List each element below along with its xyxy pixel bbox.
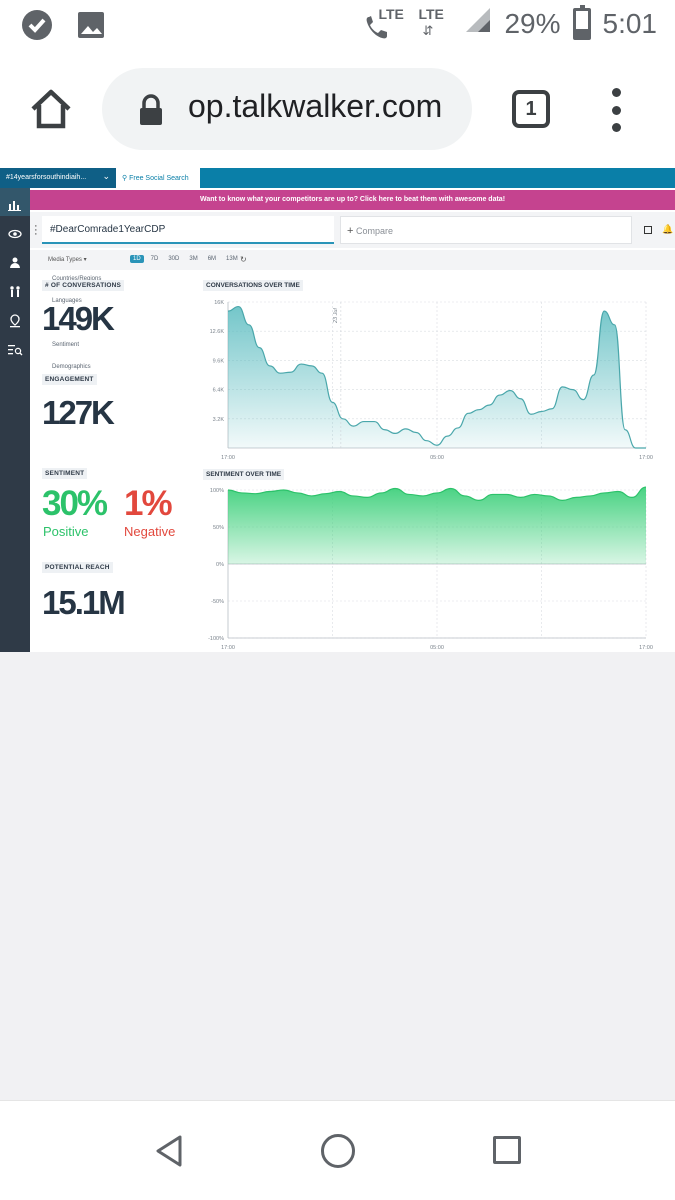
back-icon[interactable] xyxy=(152,1133,188,1169)
compare-input[interactable]: + Compare xyxy=(340,216,632,244)
period-7d[interactable]: 7D xyxy=(150,256,159,262)
negative-label: Negative xyxy=(124,524,176,539)
status-bar: LTE LTE ⇵ 29% 5:01 xyxy=(0,0,675,52)
period-1d[interactable]: 1D xyxy=(130,255,144,263)
home-icon[interactable] xyxy=(26,84,76,134)
menu-dots-icon[interactable] xyxy=(606,88,626,132)
conversations-label: # OF CONVERSATIONS xyxy=(42,280,125,291)
period-13m[interactable]: 13M xyxy=(226,256,238,262)
y-tick-label: -100% xyxy=(208,636,224,642)
sentiment-chart-title: SENTIMENT OVER TIME xyxy=(203,469,285,480)
positive-label: Positive xyxy=(43,524,89,539)
eye-icon[interactable] xyxy=(7,226,23,242)
influencer-icon[interactable] xyxy=(7,255,23,271)
negative-value: 1% xyxy=(124,484,173,523)
reach-value: 15.1M xyxy=(42,584,126,621)
period-30d[interactable]: 30D xyxy=(168,256,180,262)
talkwalker-page: #14yearsforsouthindiaih... ⌄ ⚲ Free Soci… xyxy=(0,168,675,652)
menu-countries[interactable]: Countries/Regions xyxy=(52,276,102,282)
home-circle-icon[interactable] xyxy=(321,1134,355,1168)
search-list-icon[interactable] xyxy=(7,342,23,358)
dashboard-main: Countries/Regions Languages Sentiment De… xyxy=(30,270,675,652)
engagement-label: ENGAGEMENT xyxy=(42,374,97,385)
menu-demographics[interactable]: Demographics xyxy=(52,364,91,370)
map-pin-icon[interactable] xyxy=(7,313,23,329)
battery-percent: 29% xyxy=(504,7,561,39)
y-tick-label: 6.4K xyxy=(213,388,225,394)
project-tab-label: #14yearsforsouthindiaih... xyxy=(6,174,87,181)
bell-icon[interactable]: 🔔 xyxy=(662,224,674,234)
caret-down-icon: ▾ xyxy=(83,257,87,263)
y-tick-label: 3.2K xyxy=(213,417,225,423)
image-icon xyxy=(74,8,108,42)
sentiment-label: SENTIMENT xyxy=(42,468,88,479)
x-tick-label: 17:00 xyxy=(639,645,653,651)
conversations-chart-title: CONVERSATIONS OVER TIME xyxy=(203,280,303,291)
y-tick-label: 16K xyxy=(214,300,224,306)
project-tab[interactable]: #14yearsforsouthindiaih... ⌄ xyxy=(0,168,116,188)
chevron-down-icon[interactable]: ⌄ xyxy=(102,171,110,181)
options-dots-icon[interactable]: · · · xyxy=(34,220,38,240)
y-tick-label: -50% xyxy=(211,599,224,605)
x-tick-label: 05:00 xyxy=(430,455,444,461)
left-navigation-rail xyxy=(0,188,30,652)
menu-languages[interactable]: Languages xyxy=(52,298,82,304)
menu-sentiment[interactable]: Sentiment xyxy=(52,342,80,348)
period-selector: 1D 7D 30D 3M 6M 13M xyxy=(130,255,241,263)
clock: 5:01 xyxy=(602,7,658,39)
y-tick-label: 12.6K xyxy=(210,329,225,335)
url-text: op.talkwalker.com xyxy=(188,88,443,124)
browser-toolbar: op.talkwalker.com 1 xyxy=(0,52,675,168)
series-line xyxy=(227,486,647,501)
free-social-search-tab[interactable]: ⚲ Free Social Search xyxy=(116,168,200,188)
battery-icon xyxy=(572,4,591,40)
y-tick-label: 50% xyxy=(213,525,224,531)
shield-check-icon xyxy=(20,8,54,42)
project-tab-strip: #14yearsforsouthindiaih... ⌄ ⚲ Free Soci… xyxy=(0,168,675,188)
compare-placeholder: Compare xyxy=(355,226,393,236)
y-tick-label: 0% xyxy=(216,562,224,568)
series-line xyxy=(227,305,646,449)
signal-icon xyxy=(464,6,492,41)
media-types-label: Media Types xyxy=(48,257,82,263)
reach-label: POTENTIAL REACH xyxy=(42,562,113,573)
save-icon[interactable] xyxy=(644,226,652,234)
lte-label-2: LTE xyxy=(418,5,444,22)
date-annotation: 23 Jul xyxy=(333,308,339,324)
lock-icon xyxy=(138,94,164,126)
engagement-value: 127K xyxy=(42,394,115,431)
y-tick-label: 9.6K xyxy=(213,358,225,364)
period-6m[interactable]: 6M xyxy=(207,256,217,262)
period-3m[interactable]: 3M xyxy=(189,256,198,262)
x-tick-label: 17:00 xyxy=(221,645,235,651)
x-tick-label: 05:00 xyxy=(430,645,444,651)
conversations-value: 149K xyxy=(42,300,115,337)
search-icon: ⚲ xyxy=(122,175,128,182)
lte-label: LTE xyxy=(378,5,404,22)
sentiment-chart: 100% 50% 0% -50% -100% 17:00 05:00 17:00 xyxy=(208,486,653,651)
media-types-dropdown[interactable]: Media Types ▾ xyxy=(48,256,87,263)
free-search-tab-label: Free Social Search xyxy=(129,175,189,182)
positive-value: 30% xyxy=(42,484,108,523)
phone-lte-icon: LTE xyxy=(364,7,404,41)
filter-row: Media Types ▾ 1D 7D 30D 3M 6M 13M ↻ xyxy=(30,250,675,270)
analytics-icon[interactable] xyxy=(7,196,23,212)
lte-data-icon: LTE ⇵ xyxy=(418,5,444,38)
query-input[interactable]: #DearComrade1YearCDP xyxy=(42,216,334,244)
series-area xyxy=(228,487,646,564)
conversations-chart: 3.2K 6.4K 9.6K 12.6K 16K 17:00 05:00 17:00 23 Ju… xyxy=(210,300,653,461)
url-bar[interactable]: op.talkwalker.com xyxy=(102,68,472,150)
refresh-icon[interactable]: ↻ xyxy=(240,255,247,264)
series-area xyxy=(228,306,646,448)
android-nav-bar xyxy=(0,1100,675,1200)
x-tick-label: 17:00 xyxy=(221,455,235,461)
demographics-icon[interactable] xyxy=(7,284,23,300)
y-tick-label: 100% xyxy=(210,488,224,494)
promo-banner[interactable]: Want to know what your competitors are u… xyxy=(30,190,675,210)
search-row: · · · #DearComrade1YearCDP + Compare 🔔 xyxy=(30,212,675,248)
recents-icon[interactable] xyxy=(493,1136,521,1164)
x-tick-label: 17:00 xyxy=(639,455,653,461)
tab-switcher-button[interactable]: 1 xyxy=(512,90,550,128)
plus-icon: + xyxy=(347,225,354,237)
